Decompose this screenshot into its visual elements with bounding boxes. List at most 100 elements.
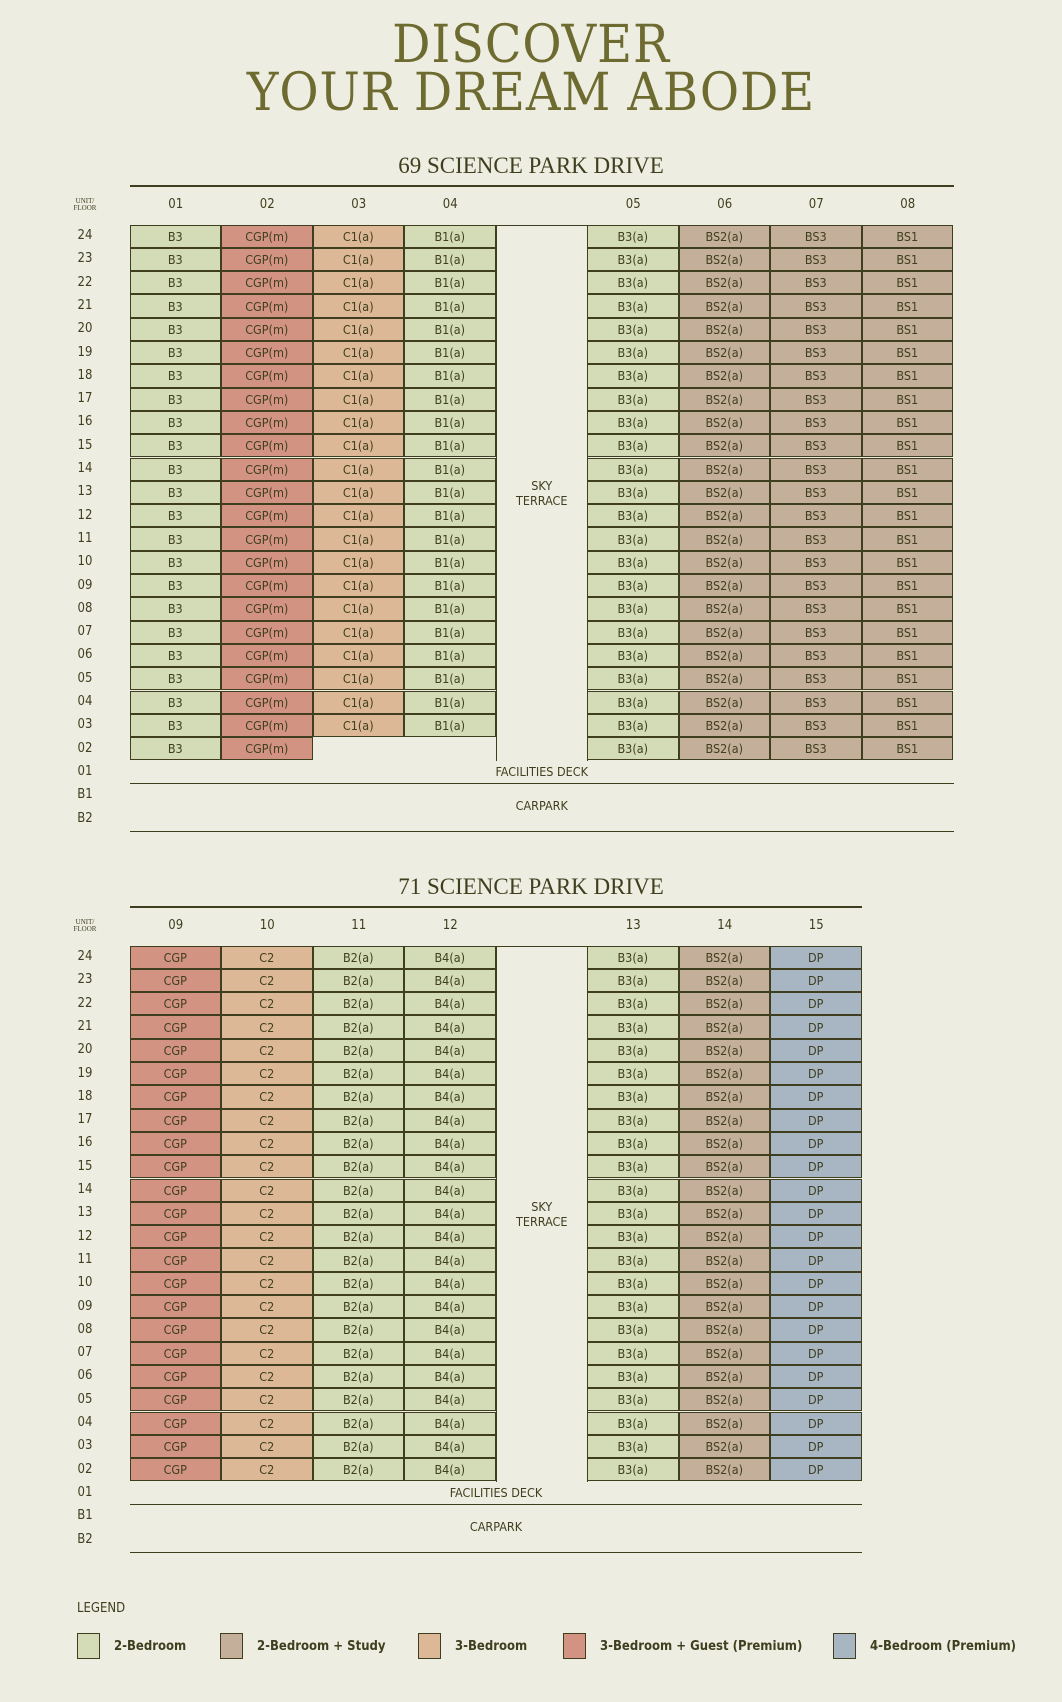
unit-cell: BS3 <box>770 457 862 481</box>
unit-cell: BS2(a) <box>678 387 770 411</box>
unit-cell: C2 <box>221 1085 313 1109</box>
floor-label: 05 <box>77 670 93 686</box>
unit-cell: B3(a) <box>587 1364 679 1389</box>
unit-cell: B2(a) <box>312 1411 404 1435</box>
unit-cell: B3(a) <box>587 597 679 621</box>
unit-cell: B4(a) <box>404 1318 496 1342</box>
legend-label: 3-Bedroom + Guest (Premium) <box>600 1638 803 1654</box>
unit-cell: B3(a) <box>587 1248 679 1272</box>
unit-number-header: 07 <box>808 197 824 212</box>
legend-item: 3-Bedroom + Guest (Premium) <box>563 1633 802 1659</box>
unit-cell: B3(a) <box>587 317 679 341</box>
unit-cell: B2(a) <box>312 1201 404 1226</box>
unit-cell: DP <box>770 1178 862 1202</box>
floor-label: 12 <box>77 507 93 523</box>
unit-cell: CGP <box>129 1155 221 1179</box>
floor-label: 19 <box>77 1065 93 1081</box>
unit-cell: DP <box>770 1085 862 1109</box>
unit-number-header: 05 <box>625 197 641 212</box>
unit-cell: C1(a) <box>312 713 404 738</box>
legend-swatch <box>77 1633 100 1659</box>
unit-cell: CGP(m) <box>221 690 313 714</box>
unit-cell: BS3 <box>770 247 862 272</box>
unit-cell: B3 <box>129 574 221 598</box>
floor-label: 21 <box>77 1018 93 1034</box>
unit-cell: B1(a) <box>404 690 496 714</box>
unit-cell: B3(a) <box>587 1225 679 1249</box>
unit-cell: BS1 <box>861 271 953 295</box>
legend-swatch <box>563 1633 586 1659</box>
unit-cell: BS1 <box>861 410 953 435</box>
unit-cell: B1(a) <box>404 620 496 644</box>
unit-cell: DP <box>770 968 862 993</box>
unit-cell: C2 <box>221 1155 313 1179</box>
unit-cell: BS2(a) <box>678 550 770 574</box>
unit-cell: CGP <box>129 968 221 993</box>
unit-cell: BS3 <box>770 504 862 528</box>
floor-label: 04 <box>77 694 93 709</box>
unit-cell: CGP <box>129 1108 221 1132</box>
unit-cell: BS2(a) <box>678 1062 770 1086</box>
floor-label: 15 <box>77 437 93 453</box>
unit-number-header: 14 <box>717 918 733 933</box>
unit-cell: CGP(m) <box>221 643 313 668</box>
unit-cell: BS3 <box>770 271 862 295</box>
unit-cell: CGP <box>129 1295 221 1319</box>
unit-cell: BS2(a) <box>678 1271 770 1295</box>
unit-cell: B3(a) <box>587 1108 679 1132</box>
unit-cell: CGP(m) <box>221 667 313 691</box>
unit-cell: B1(a) <box>404 271 496 295</box>
legend-label: 2-Bedroom + Study <box>257 1638 386 1654</box>
unit-cell: BS1 <box>861 364 953 388</box>
unit-cell: B1(a) <box>404 410 496 435</box>
unit-cell: BS2(a) <box>678 317 770 341</box>
unit-cell: B3(a) <box>587 1038 679 1062</box>
unit-cell: B3 <box>129 410 221 435</box>
unit-cell: B4(a) <box>404 1295 496 1319</box>
unit-number-header: 02 <box>259 197 275 212</box>
unit-cell: BS3 <box>770 224 862 248</box>
unit-cell: C2 <box>221 1015 313 1039</box>
unit-cell: B3(a) <box>587 527 679 551</box>
unit-cell: C2 <box>221 1364 313 1389</box>
unit-cell: BS3 <box>770 597 862 621</box>
unit-cell: C1(a) <box>312 550 404 574</box>
floor-label: 06 <box>77 1368 93 1384</box>
unit-cell: BS2(a) <box>678 945 770 969</box>
unit-cell: B3 <box>129 480 221 505</box>
unit-cell: BS1 <box>861 737 953 761</box>
unit-cell: DP <box>770 1248 862 1272</box>
unit-cell: BS1 <box>861 387 953 411</box>
carpark: CARPARK <box>515 797 568 813</box>
building-title: 71 SCIENCE PARK DRIVE <box>398 874 664 899</box>
unit-cell: BS1 <box>861 550 953 574</box>
unit-cell: C1(a) <box>312 597 404 621</box>
unit-cell: BS3 <box>770 713 862 738</box>
unit-cell: BS2(a) <box>678 410 770 435</box>
unit-cell: BS3 <box>770 550 862 574</box>
unit-cell: CGP(m) <box>221 387 313 411</box>
floor-label: 15 <box>77 1158 93 1174</box>
floor-label: B2 <box>77 1531 93 1547</box>
unit-cell: BS2(a) <box>678 1038 770 1062</box>
legend-item: 4-Bedroom (Premium) <box>833 1633 1016 1659</box>
unit-cell: BS1 <box>861 434 953 458</box>
unit-cell: DP <box>770 1341 862 1365</box>
unit-cell: BS1 <box>861 341 953 365</box>
unit-cell: B1(a) <box>404 527 496 551</box>
unit-cell: BS3 <box>770 527 862 551</box>
unit-cell: CGP <box>129 1318 221 1342</box>
floor-label: 14 <box>77 461 93 476</box>
unit-cell: CGP(m) <box>221 550 313 574</box>
unit-cell: B4(a) <box>404 1155 496 1179</box>
unit-cell: C1(a) <box>312 457 404 481</box>
unit-cell: C2 <box>221 1248 313 1272</box>
unit-cell: CGP(m) <box>221 434 313 458</box>
building-title: 69 SCIENCE PARK DRIVE <box>398 153 664 178</box>
floor-label: 16 <box>77 1135 93 1151</box>
unit-cell: BS2(a) <box>678 1178 770 1202</box>
unit-cell: C1(a) <box>312 690 404 714</box>
unit-cell: BS2(a) <box>678 1295 770 1319</box>
unit-cell: B3(a) <box>587 364 679 388</box>
unit-cell: DP <box>770 1062 862 1086</box>
